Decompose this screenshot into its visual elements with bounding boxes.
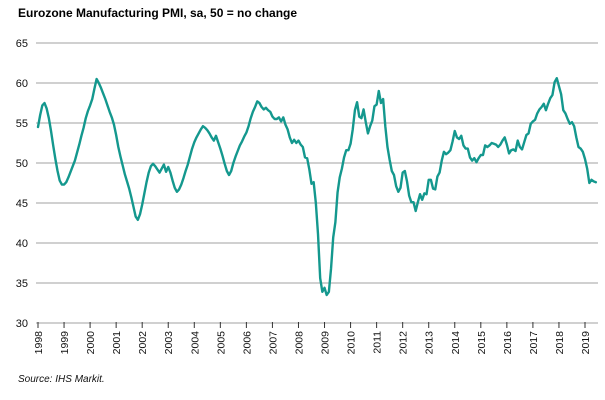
- x-axis-label-2008: 2008: [293, 331, 305, 355]
- x-axis-label-2004: 2004: [189, 331, 201, 355]
- x-axis-label-1998: 1998: [33, 331, 45, 355]
- x-axis-label-2000: 2000: [85, 331, 97, 355]
- y-axis-label-35: 35: [16, 278, 28, 290]
- x-axis-label-2016: 2016: [502, 331, 514, 355]
- y-axis-label-55: 55: [16, 118, 28, 130]
- pmi-line-series: [36, 76, 598, 297]
- y-axis-label-30: 30: [16, 318, 28, 330]
- x-axis-label-2017: 2017: [528, 331, 540, 355]
- x-axis-label-2012: 2012: [398, 331, 410, 355]
- x-axis-label-2014: 2014: [450, 331, 462, 355]
- x-axis-label-2011: 2011: [372, 331, 384, 354]
- x-axis-label-2010: 2010: [346, 331, 358, 355]
- y-axis-label-65: 65: [16, 38, 28, 50]
- x-axis-label-2013: 2013: [424, 331, 436, 355]
- x-axis-label-2015: 2015: [476, 331, 488, 355]
- x-axis-label-2009: 2009: [320, 331, 332, 355]
- x-axis-label-2001: 2001: [111, 331, 123, 355]
- x-axis-label-2018: 2018: [554, 331, 566, 355]
- y-axis-label-40: 40: [16, 238, 28, 250]
- x-axis-label-2005: 2005: [215, 331, 227, 355]
- x-axis-label-2006: 2006: [241, 331, 253, 355]
- chart-title: Eurozone Manufacturing PMI, sa, 50 = no …: [18, 6, 298, 20]
- x-axis-label-2007: 2007: [267, 331, 279, 355]
- source-note: Source: IHS Markit.: [18, 374, 105, 385]
- x-axis-label-1999: 1999: [59, 331, 71, 355]
- y-axis-label-60: 60: [16, 78, 28, 90]
- y-axis-label-50: 50: [16, 158, 28, 170]
- x-axis-label-2003: 2003: [163, 331, 175, 355]
- x-axis-label-2019: 2019: [580, 331, 592, 355]
- x-axis-label-2002: 2002: [137, 331, 149, 355]
- y-axis-label-45: 45: [16, 198, 28, 210]
